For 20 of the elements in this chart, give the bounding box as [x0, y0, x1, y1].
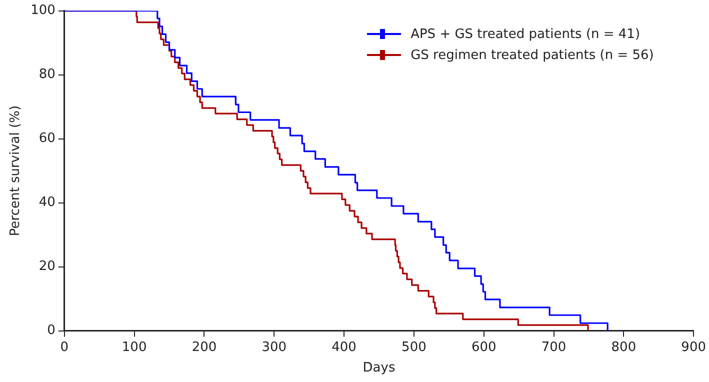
y-tick-label: 100	[30, 3, 56, 18]
x-tick-label: 600	[471, 340, 496, 355]
y-tick-label: 0	[47, 323, 56, 338]
y-tick-label: 20	[38, 259, 56, 274]
x-tick-label: 500	[402, 340, 426, 355]
x-tick-label: 200	[192, 340, 217, 355]
x-axis-title: Days	[362, 360, 396, 376]
y-tick-label: 40	[38, 195, 56, 210]
y-tick-label: 80	[38, 67, 56, 82]
y-axis-title: Percent survival (%)	[8, 105, 24, 236]
x-tick-label: 300	[262, 340, 287, 355]
y-tick-label: 60	[38, 131, 56, 146]
legend-label: GS regimen treated patients (n = 56)	[410, 48, 654, 63]
x-tick-label: 0	[60, 340, 69, 355]
x-tick-label: 100	[122, 340, 147, 355]
x-tick-label: 900	[681, 340, 706, 355]
x-tick-label: 700	[541, 340, 566, 355]
x-tick-label: 800	[611, 340, 636, 355]
legend-label: APS + GS treated patients (n = 41)	[410, 26, 640, 42]
x-tick-label: 400	[332, 340, 356, 355]
